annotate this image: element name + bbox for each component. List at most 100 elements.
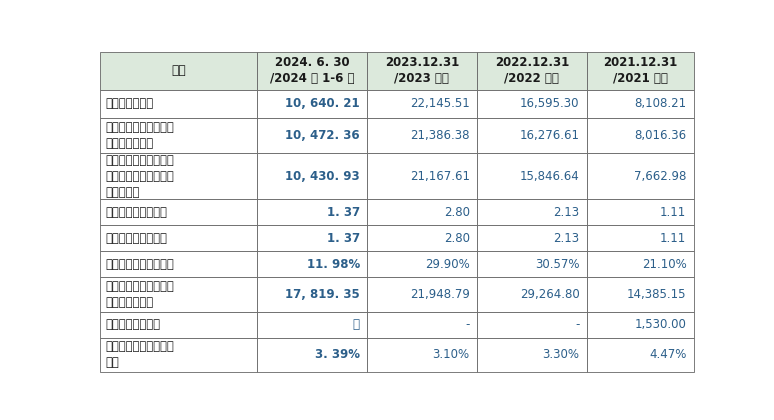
- Text: 1,530.00: 1,530.00: [635, 318, 687, 331]
- Bar: [100, 153, 257, 199]
- Bar: [477, 277, 587, 312]
- Bar: [257, 338, 367, 372]
- Bar: [257, 251, 367, 277]
- Text: 11. 98%: 11. 98%: [307, 257, 360, 270]
- Text: 经营活动产生的现金流
量净额（万元）: 经营活动产生的现金流 量净额（万元）: [106, 280, 174, 309]
- Text: 30.57%: 30.57%: [535, 257, 580, 270]
- Bar: [367, 52, 477, 89]
- Bar: [367, 338, 477, 372]
- Text: 29.90%: 29.90%: [425, 257, 470, 270]
- Bar: [367, 118, 477, 153]
- Bar: [100, 251, 257, 277]
- Text: 10, 640. 21: 10, 640. 21: [285, 97, 360, 110]
- Bar: [587, 338, 694, 372]
- Bar: [477, 118, 587, 153]
- Text: 4.47%: 4.47%: [649, 348, 687, 361]
- Bar: [367, 251, 477, 277]
- Bar: [367, 199, 477, 225]
- Bar: [100, 118, 257, 153]
- Bar: [477, 338, 587, 372]
- Bar: [257, 277, 367, 312]
- Bar: [587, 199, 694, 225]
- Bar: [257, 312, 367, 338]
- Bar: [477, 312, 587, 338]
- Text: 16,276.61: 16,276.61: [519, 129, 580, 142]
- Text: 21,386.38: 21,386.38: [410, 129, 470, 142]
- Bar: [587, 225, 694, 251]
- Bar: [100, 89, 257, 118]
- Text: 2.13: 2.13: [553, 231, 580, 244]
- Text: 15,846.64: 15,846.64: [520, 170, 580, 183]
- Bar: [257, 225, 367, 251]
- Bar: [587, 52, 694, 89]
- Bar: [100, 199, 257, 225]
- Text: 7,662.98: 7,662.98: [634, 170, 687, 183]
- Text: 扣除非经常损益后归属
于母公司所有者的净利
润（万元）: 扣除非经常损益后归属 于母公司所有者的净利 润（万元）: [106, 154, 174, 199]
- Bar: [367, 277, 477, 312]
- Text: 8,016.36: 8,016.36: [634, 129, 687, 142]
- Text: 22,145.51: 22,145.51: [410, 97, 470, 110]
- Text: －: －: [353, 318, 360, 331]
- Text: 2024. 6. 30
/2024 年 1-6 月: 2024. 6. 30 /2024 年 1-6 月: [270, 56, 354, 85]
- Bar: [587, 277, 694, 312]
- Text: 3. 39%: 3. 39%: [315, 348, 360, 361]
- Text: 14,385.15: 14,385.15: [627, 288, 687, 301]
- Text: 加权平均净资产收益率: 加权平均净资产收益率: [106, 257, 174, 270]
- Bar: [367, 225, 477, 251]
- Text: 稀释每股收益（元）: 稀释每股收益（元）: [106, 231, 168, 244]
- Text: 2.80: 2.80: [444, 206, 470, 218]
- Text: 1.11: 1.11: [660, 206, 687, 218]
- Bar: [587, 153, 694, 199]
- Text: 3.30%: 3.30%: [543, 348, 580, 361]
- Bar: [367, 312, 477, 338]
- Bar: [477, 153, 587, 199]
- Bar: [257, 52, 367, 89]
- Text: 基本每股收益（元）: 基本每股收益（元）: [106, 206, 168, 218]
- Bar: [477, 225, 587, 251]
- Text: 10, 430. 93: 10, 430. 93: [285, 170, 360, 183]
- Bar: [257, 89, 367, 118]
- Bar: [257, 153, 367, 199]
- Text: -: -: [465, 318, 470, 331]
- Bar: [477, 52, 587, 89]
- Text: 21,948.79: 21,948.79: [409, 288, 470, 301]
- Bar: [477, 199, 587, 225]
- Bar: [587, 89, 694, 118]
- Bar: [367, 89, 477, 118]
- Text: 29,264.80: 29,264.80: [520, 288, 580, 301]
- Bar: [367, 153, 477, 199]
- Text: 2.13: 2.13: [553, 206, 580, 218]
- Text: 2023.12.31
/2023 年度: 2023.12.31 /2023 年度: [385, 56, 459, 85]
- Text: 归属于母公司所有者的
净利润（万元）: 归属于母公司所有者的 净利润（万元）: [106, 121, 174, 150]
- Text: 项目: 项目: [171, 64, 186, 77]
- Text: 1. 37: 1. 37: [327, 231, 360, 244]
- Text: 10, 472. 36: 10, 472. 36: [285, 129, 360, 142]
- Bar: [587, 118, 694, 153]
- Text: -: -: [575, 318, 580, 331]
- Bar: [100, 225, 257, 251]
- Bar: [100, 312, 257, 338]
- Text: 研发投入占营业收入的
比例: 研发投入占营业收入的 比例: [106, 340, 174, 369]
- Text: 2.80: 2.80: [444, 231, 470, 244]
- Bar: [100, 52, 257, 89]
- Text: 净利润（万元）: 净利润（万元）: [106, 97, 154, 110]
- Text: 8,108.21: 8,108.21: [634, 97, 687, 110]
- Text: 2021.12.31
/2021 年度: 2021.12.31 /2021 年度: [603, 56, 677, 85]
- Bar: [100, 338, 257, 372]
- Bar: [100, 277, 257, 312]
- Text: 1. 37: 1. 37: [327, 206, 360, 218]
- Bar: [587, 251, 694, 277]
- Text: 1.11: 1.11: [660, 231, 687, 244]
- Text: 现金分红（万元）: 现金分红（万元）: [106, 318, 161, 331]
- Bar: [477, 89, 587, 118]
- Bar: [257, 199, 367, 225]
- Text: 16,595.30: 16,595.30: [520, 97, 580, 110]
- Bar: [587, 312, 694, 338]
- Text: 3.10%: 3.10%: [433, 348, 470, 361]
- Text: 2022.12.31
/2022 年度: 2022.12.31 /2022 年度: [495, 56, 569, 85]
- Bar: [477, 251, 587, 277]
- Text: 21,167.61: 21,167.61: [409, 170, 470, 183]
- Text: 21.10%: 21.10%: [642, 257, 687, 270]
- Bar: [257, 118, 367, 153]
- Text: 17, 819. 35: 17, 819. 35: [285, 288, 360, 301]
